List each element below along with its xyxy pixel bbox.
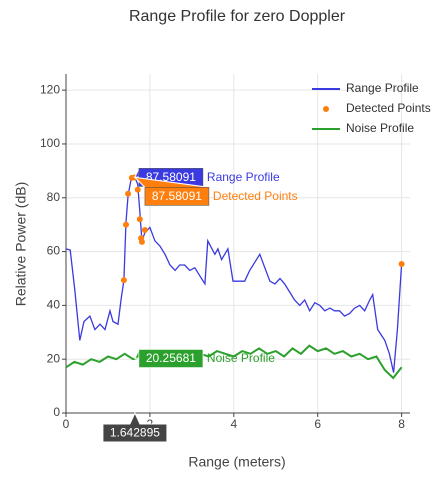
hover-series-name: Detected Points: [213, 189, 298, 203]
y-tick-label: 60: [47, 244, 61, 258]
legend-label: Detected Points: [346, 101, 431, 115]
detected-point: [141, 227, 148, 234]
detected-point: [398, 260, 405, 267]
x-tick-label: 8: [398, 417, 405, 431]
y-tick-label: 0: [53, 405, 60, 419]
line-series: [65, 176, 403, 373]
detected-point: [136, 216, 143, 223]
detected-point: [138, 238, 145, 245]
y-tick-label: 40: [47, 298, 61, 312]
hover-series-name: Range Profile: [207, 170, 280, 184]
detected-point: [120, 277, 127, 284]
y-tick-label: 100: [40, 136, 60, 150]
y-axis-title: Relative Power (dB): [13, 182, 29, 307]
hover-box: [144, 187, 210, 206]
detected-point: [134, 186, 141, 193]
hover-value: 87.58091: [152, 189, 202, 203]
legend-marker: [323, 106, 329, 112]
x-axis-title: Range (meters): [188, 454, 285, 470]
legend-label: Noise Profile: [346, 121, 414, 135]
hover-x-value: 1.642895: [110, 426, 160, 440]
line-series: [65, 344, 403, 380]
x-tick-label: 4: [230, 417, 237, 431]
chart-title: Range Profile for zero Doppler: [129, 8, 346, 25]
hover-value: 20.25681: [146, 351, 196, 365]
y-tick-label: 20: [47, 351, 61, 365]
x-tick-label: 0: [63, 417, 70, 431]
y-tick-label: 80: [47, 190, 61, 204]
hover-series-name: Noise Profile: [207, 351, 275, 365]
hover-x-box: [102, 411, 168, 443]
hover-box: [138, 349, 204, 368]
legend-label: Range Profile: [346, 81, 419, 95]
x-tick-label: 6: [314, 417, 321, 431]
detected-point: [125, 190, 132, 197]
y-tick-label: 120: [40, 82, 60, 96]
detected-point: [122, 221, 129, 228]
